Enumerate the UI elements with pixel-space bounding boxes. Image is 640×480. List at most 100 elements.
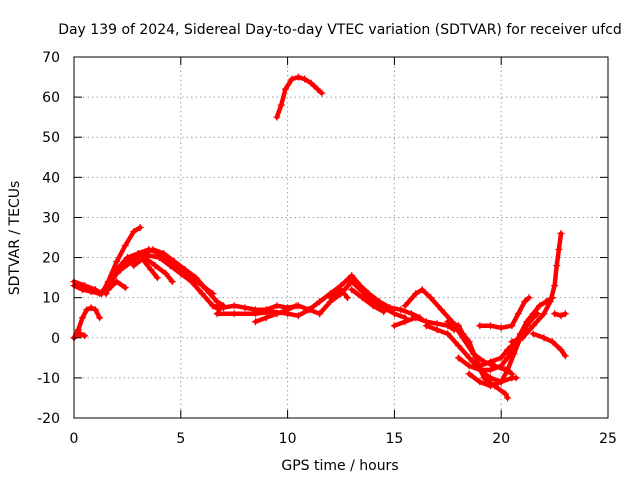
data-point (277, 101, 285, 109)
data-point (476, 362, 484, 370)
data-point (273, 302, 281, 310)
data-point (465, 362, 473, 370)
series-line (349, 287, 386, 314)
data-series (70, 73, 569, 402)
data-point (561, 352, 569, 360)
chart-title: Day 139 of 2024, Sidereal Day-to-day VTE… (58, 22, 622, 38)
data-point (79, 314, 87, 322)
data-point (504, 394, 512, 402)
data-point (123, 254, 131, 262)
data-point (213, 310, 221, 318)
data-point (181, 266, 189, 274)
data-point (316, 298, 324, 306)
data-point (162, 270, 170, 278)
data-point (230, 310, 238, 318)
data-point (192, 274, 200, 282)
data-point (348, 286, 356, 294)
data-point (151, 262, 159, 270)
y-tick-label: 40 (42, 170, 60, 186)
series-line (103, 251, 222, 312)
data-point (74, 326, 82, 334)
x-tick-label: 20 (492, 431, 510, 447)
data-point (81, 332, 89, 340)
series-arc-14 (316, 278, 409, 322)
data-point (91, 306, 99, 314)
data-point (284, 310, 292, 318)
data-point (292, 302, 300, 310)
data-point (536, 302, 544, 310)
data-point (497, 362, 505, 370)
data-point (96, 314, 104, 322)
data-point (465, 370, 473, 378)
data-point (102, 290, 110, 298)
data-point (551, 310, 559, 318)
data-point (96, 290, 104, 298)
data-point (508, 322, 516, 330)
data-point (348, 278, 356, 286)
data-point (519, 334, 527, 342)
data-point (407, 310, 415, 318)
data-point (548, 338, 556, 346)
series-arc-26 (508, 229, 565, 346)
data-point (202, 286, 210, 294)
data-point (358, 294, 366, 302)
data-point (170, 258, 178, 266)
data-point (117, 266, 125, 274)
data-point (241, 304, 249, 312)
series-arc-27 (529, 330, 569, 360)
data-point (318, 89, 326, 97)
data-point (390, 322, 398, 330)
series-arc-15 (326, 286, 351, 302)
data-point (514, 310, 522, 318)
data-point (252, 318, 260, 326)
data-point (160, 250, 168, 258)
x-tick-label: 5 (176, 431, 185, 447)
y-tick-label: -10 (37, 371, 60, 387)
data-point (314, 85, 322, 93)
series-arc-6 (102, 250, 223, 314)
series-arc-19 (401, 286, 516, 378)
data-point (390, 310, 398, 318)
y-axis-label: SDTVAR / TECUs (7, 181, 23, 296)
data-point (149, 246, 157, 254)
data-point (153, 274, 161, 282)
data-point (487, 382, 495, 390)
data-point (79, 286, 87, 294)
data-point (444, 318, 452, 326)
data-point (130, 227, 138, 235)
data-point (465, 354, 473, 362)
data-point (140, 258, 148, 266)
y-tick-label: 50 (42, 130, 60, 146)
data-point (230, 302, 238, 310)
data-point (401, 318, 409, 326)
data-point (512, 374, 520, 382)
data-point (551, 282, 559, 290)
x-tick-label: 10 (279, 431, 297, 447)
data-point (497, 354, 505, 362)
data-point (83, 306, 91, 314)
data-point (465, 338, 473, 346)
data-point (128, 258, 136, 266)
data-point (459, 330, 467, 338)
data-point (418, 286, 426, 294)
data-point (155, 254, 163, 262)
data-point (497, 378, 505, 386)
data-point (540, 334, 548, 342)
plot-frame (73, 56, 609, 419)
data-point (553, 262, 561, 270)
data-point (343, 294, 351, 302)
data-point (187, 278, 195, 286)
series-line (392, 315, 457, 333)
data-point (521, 298, 529, 306)
data-point (412, 314, 420, 322)
data-point (209, 302, 217, 310)
series-arc-16 (348, 286, 388, 316)
data-point (130, 262, 138, 270)
series-arc-5 (70, 330, 89, 342)
series-arc-23 (465, 310, 542, 390)
data-point (501, 390, 509, 398)
data-point (561, 310, 569, 318)
data-point (166, 262, 174, 270)
data-point (555, 246, 563, 254)
data-point (294, 73, 302, 81)
